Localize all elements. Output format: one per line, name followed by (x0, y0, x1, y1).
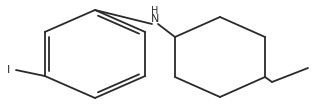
Text: H: H (151, 6, 159, 16)
Text: N: N (151, 14, 159, 24)
Text: I: I (6, 65, 10, 75)
